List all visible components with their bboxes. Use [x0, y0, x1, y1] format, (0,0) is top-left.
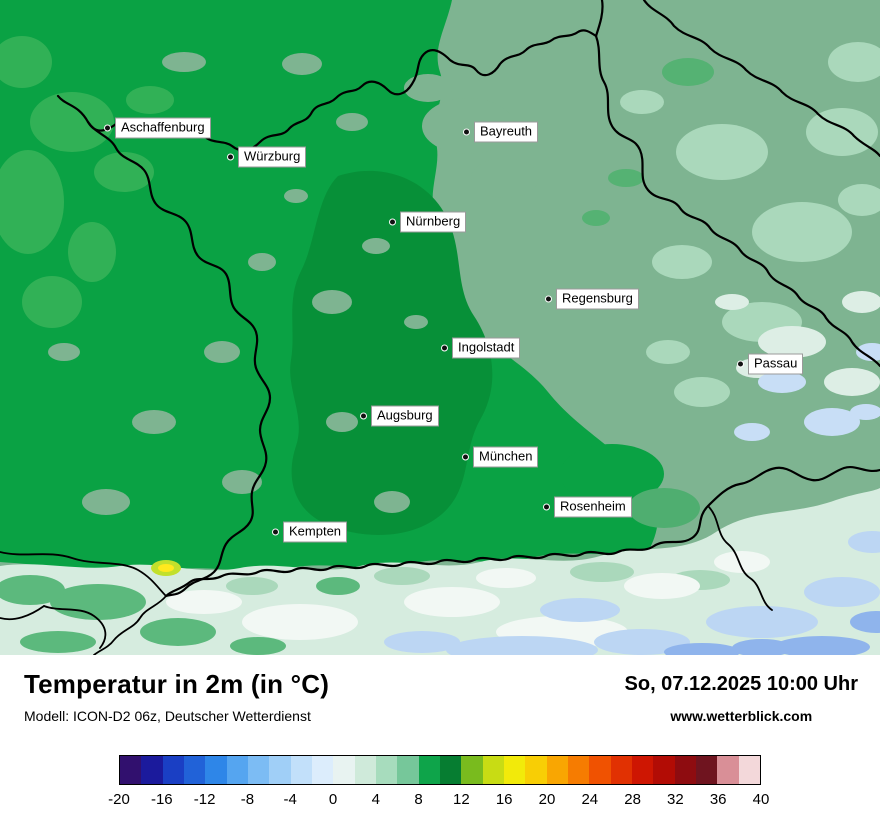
city-layer: Aschaffenburg Würzburg Bayreuth Nürnberg Reg…	[104, 117, 804, 543]
city-marker: Regensburg	[545, 288, 639, 310]
datetime-label: So, 07.12.2025 10:00 Uhr	[624, 673, 858, 695]
colorbar-segment	[461, 756, 483, 784]
colorbar-tick: 0	[328, 791, 338, 808]
colorbar-tick: 36	[709, 791, 727, 808]
footer-left: Temperatur in 2m (in °C) Modell: ICON-D2…	[24, 669, 329, 724]
city-dot	[272, 528, 279, 536]
colorbar-tick-row: -20 -16 -12 -8 -4 0 4 8 12 16 20 24 28 32 36 40	[108, 791, 769, 811]
city-marker: München	[462, 446, 539, 468]
temperature-colorbar: -20 -16 -12 -8 -4 0 4 8 12 16 20 24 28 32 36 40	[108, 755, 769, 811]
footer: Temperatur in 2m (in °C) Modell: ICON-D2…	[0, 655, 880, 830]
city-label: Rosenheim	[554, 496, 632, 518]
city-dot	[360, 412, 367, 420]
city-marker: Aschaffenburg	[104, 117, 211, 139]
city-dot	[389, 218, 396, 226]
colorbar-segment	[141, 756, 163, 784]
colorbar-segment	[503, 756, 526, 784]
colorbar-segment	[397, 756, 419, 784]
colorbar-segment	[610, 756, 632, 784]
colorbar-tick: -12	[193, 791, 216, 808]
footer-right: So, 07.12.2025 10:00 Uhr www.wetterblick…	[625, 669, 858, 724]
weather-map: Aschaffenburg Würzburg Bayreuth Nürnberg Reg…	[0, 0, 880, 655]
colorbar-segment	[439, 756, 462, 784]
colorbar-tick: -4	[283, 791, 297, 808]
city-label: Kempten	[283, 521, 348, 543]
colorbar-segment	[567, 756, 590, 784]
colorbar-segment	[205, 756, 227, 784]
city-dot	[545, 295, 552, 303]
colorbar-gradient	[119, 755, 761, 785]
footer-text-row: Temperatur in 2m (in °C) Modell: ICON-D2…	[0, 655, 880, 724]
city-marker: Kempten	[272, 521, 348, 543]
model-info: Modell: ICON-D2 06z, Deutscher Wetterdie…	[24, 708, 311, 724]
colorbar-tick: 12	[453, 791, 470, 808]
colorbar-segment	[311, 756, 334, 784]
colorbar-segment	[162, 756, 184, 784]
city-dot	[227, 153, 234, 161]
city-label: Nürnberg	[400, 211, 467, 233]
map-svg	[0, 0, 880, 655]
colorbar-segment	[482, 756, 504, 784]
city-dot	[737, 360, 744, 368]
colorbar-segment	[653, 756, 675, 784]
city-label: Bayreuth	[474, 121, 539, 143]
city-marker: Nürnberg	[389, 211, 467, 233]
city-dot	[543, 503, 550, 511]
city-marker: Würzburg	[227, 146, 307, 168]
colorbar-segment	[226, 756, 248, 784]
colorbar-segment	[375, 756, 398, 784]
colorbar-segment	[120, 756, 142, 784]
city-marker: Rosenheim	[543, 496, 632, 518]
colorbar-tick: 8	[414, 791, 423, 808]
colorbar-segment	[546, 756, 568, 784]
city-label: Passau	[748, 353, 804, 375]
colorbar-tick: 32	[667, 791, 684, 808]
colorbar-segment	[418, 756, 440, 784]
city-label: Augsburg	[371, 405, 439, 427]
city-dot	[441, 344, 448, 352]
colorbar-segment	[525, 756, 547, 784]
colorbar-segment	[183, 756, 206, 784]
colorbar-tick: 16	[495, 791, 513, 808]
colorbar-segment	[333, 756, 355, 784]
colorbar-tick: -16	[150, 791, 173, 808]
colorbar-segment	[717, 756, 739, 784]
colorbar-tick: -8	[240, 791, 255, 808]
city-label: München	[473, 446, 539, 468]
colorbar-segment	[269, 756, 291, 784]
city-dot	[462, 453, 469, 461]
colorbar-segment	[738, 756, 760, 784]
colorbar-segment	[290, 756, 312, 784]
colorbar-tick: 20	[538, 791, 556, 808]
city-marker: Augsburg	[360, 405, 439, 427]
colorbar-tick: 24	[581, 791, 599, 808]
city-label: Aschaffenburg	[115, 117, 211, 139]
map-title: Temperatur in 2m (in °C)	[24, 669, 330, 699]
city-label: Würzburg	[238, 146, 307, 168]
city-label: Ingolstadt	[452, 337, 521, 359]
colorbar-tick: -20	[108, 791, 130, 808]
colorbar-segment	[695, 756, 718, 784]
city-marker: Ingolstadt	[441, 337, 521, 359]
website-label: www.wetterblick.com	[670, 708, 813, 724]
colorbar-segment	[631, 756, 654, 784]
colorbar-segment	[674, 756, 696, 784]
colorbar-tick: 4	[371, 791, 380, 808]
city-dot	[463, 128, 470, 136]
colorbar-tick: 40	[752, 791, 770, 808]
city-marker: Bayreuth	[463, 121, 539, 143]
colorbar-tick: 28	[624, 791, 641, 808]
city-dot	[104, 124, 111, 132]
colorbar-segment	[589, 756, 611, 784]
colorbar-segment	[247, 756, 270, 784]
colorbar-segment	[354, 756, 376, 784]
city-label: Regensburg	[556, 288, 639, 310]
city-marker: Passau	[737, 353, 804, 375]
